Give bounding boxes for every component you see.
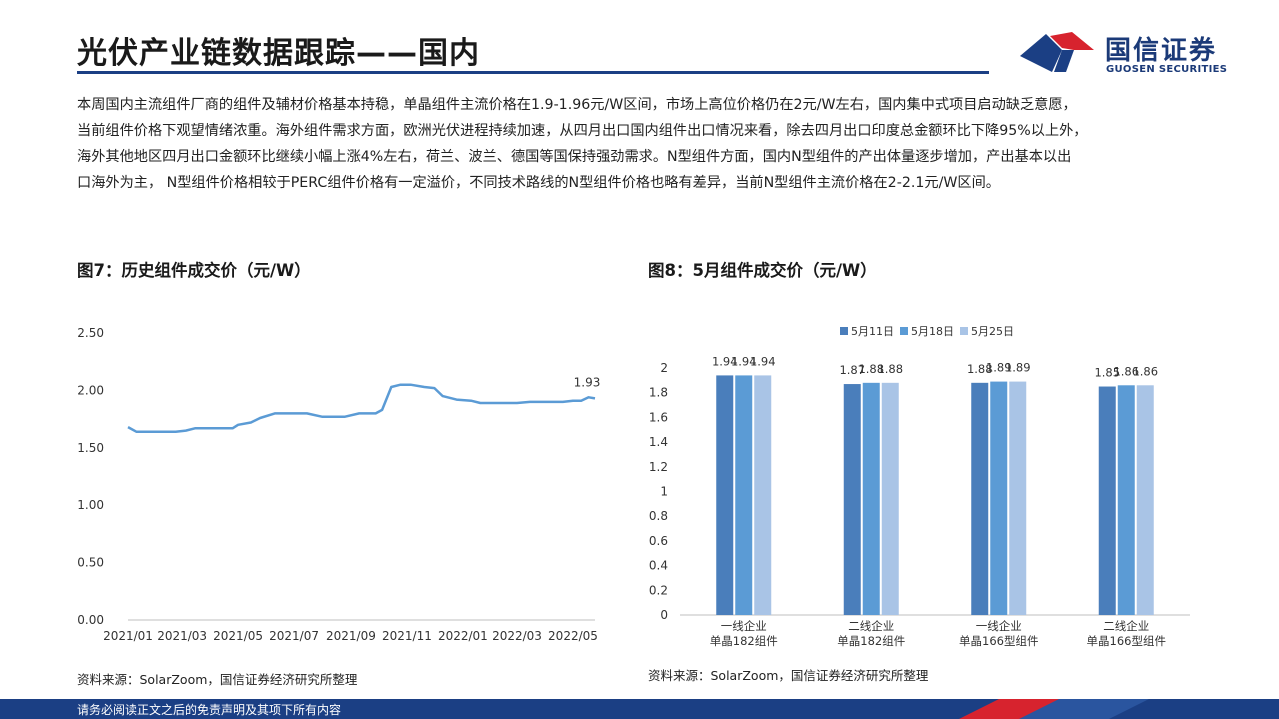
figure7-source: 资料来源：SolarZoom，国信证券经济研究所整理 <box>77 672 358 687</box>
y-tick-label: 1 <box>660 485 668 499</box>
figure7-title: 图7：历史组件成交价（元/W） <box>77 261 311 280</box>
summary-line: 海外其他地区四月出口金额环比继续小幅上涨4%左右，荷兰、波兰、德国等国保持强劲需… <box>77 149 1072 165</box>
y-tick-label: 0.00 <box>77 613 104 627</box>
bar-value-label: 1.88 <box>858 362 884 376</box>
summary-line: 口海外为主， N型组件价格相较于PERC组件价格有一定溢价，不同技术路线的N型组… <box>77 175 1000 191</box>
x-category-label-line1: 二线企业 <box>1103 619 1149 633</box>
x-tick-label: 2022/03 <box>492 629 542 643</box>
page-footer: 请务必阅读正文之后的免责声明及其项下所有内容 <box>0 699 1279 719</box>
x-tick-label: 2022/05 <box>548 629 598 643</box>
bar <box>754 375 772 615</box>
y-tick-label: 1.00 <box>77 498 104 512</box>
y-tick-label: 1.50 <box>77 441 104 455</box>
x-category-label-line2: 单晶182组件 <box>837 634 905 648</box>
y-tick-label: 0.8 <box>649 509 668 523</box>
bar-chart-svg: 0 0.2 0.4 0.6 0.8 1 1.2 1.4 1.6 1.8 2 5月11日 5月18日 5月2… <box>649 325 1190 648</box>
x-tick-label: 2021/07 <box>269 629 319 643</box>
x-tick-label: 2021/03 <box>157 629 207 643</box>
y-tick-label: 0.4 <box>649 559 668 573</box>
logo-name-en: GUOSEN SECURITIES <box>1106 64 1228 75</box>
y-tick-label: 2.00 <box>77 383 104 397</box>
bar <box>971 382 989 615</box>
title-underline <box>77 71 989 74</box>
figure8-source: 资料来源：SolarZoom，国信证券经济研究所整理 <box>648 668 929 683</box>
bar <box>1009 381 1027 615</box>
bar-value-label: 1.89 <box>1005 361 1031 375</box>
footer-disclaimer: 请务必阅读正文之后的免责声明及其项下所有内容 <box>77 703 342 717</box>
y-tick-label: 2 <box>660 361 668 375</box>
page-title: 光伏产业链数据跟踪——国内 <box>77 36 480 71</box>
guosen-logo: 国信证券 GUOSEN SECURITIES <box>1016 28 1246 78</box>
x-tick-label: 2021/01 <box>103 629 153 643</box>
bar-value-label: 1.94 <box>731 354 757 368</box>
summary-paragraph: 本周国内主流组件厂商的组件及辅材价格基本持稳，单晶组件主流价格在1.9-1.96… <box>77 92 1207 196</box>
summary-line: 本周国内主流组件厂商的组件及辅材价格基本持稳，单晶组件主流价格在1.9-1.96… <box>77 97 1077 113</box>
x-category-label-line2: 单晶166型组件 <box>1087 634 1166 648</box>
y-tick-label: 1.4 <box>649 435 668 449</box>
bar-value-label: 1.86 <box>1132 364 1158 378</box>
bar <box>881 382 899 615</box>
x-category-label-line1: 一线企业 <box>721 619 767 633</box>
summary-line: 当前组件价格下观望情绪浓重。海外组件需求方面，欧洲光伏进程持续加速，从四月出口国… <box>77 123 1088 139</box>
bar-value-label: 1.85 <box>1094 366 1120 380</box>
legend-label: 5月11日 <box>851 325 894 338</box>
y-tick-label: 0.50 <box>77 556 104 570</box>
data-label-latest: 1.93 <box>574 375 601 389</box>
bar <box>1136 385 1154 615</box>
bar <box>1117 385 1135 615</box>
figure7-line-chart: 0.00 0.50 1.00 1.50 2.00 2.50 2021/01 2021/03 20… <box>70 315 610 645</box>
bar-value-label: 1.94 <box>712 354 738 368</box>
y-tick-label: 0.6 <box>649 534 668 548</box>
y-tick-label: 2.50 <box>77 326 104 340</box>
x-tick-label: 2021/05 <box>213 629 263 643</box>
figure8-title: 图8：5月组件成交价（元/W） <box>648 261 877 280</box>
bar <box>735 375 753 615</box>
x-category-label-line2: 单晶182组件 <box>710 634 778 648</box>
bar <box>716 375 734 615</box>
y-tick-label: 0.2 <box>649 583 668 597</box>
logo-name-cn: 国信证券 <box>1105 36 1218 66</box>
bar-value-label: 1.88 <box>967 362 993 376</box>
x-tick-label: 2022/01 <box>438 629 488 643</box>
line-chart-svg: 0.00 0.50 1.00 1.50 2.00 2.50 2021/01 2021/03 20… <box>77 326 601 643</box>
y-tick-label: 1.6 <box>649 410 668 424</box>
bar <box>990 381 1008 615</box>
bar-value-label: 1.89 <box>986 361 1012 375</box>
y-tick-label: 0 <box>660 608 668 622</box>
price-series-line <box>127 383 596 433</box>
bar-value-label: 1.88 <box>877 362 903 376</box>
legend-label: 5月18日 <box>911 325 954 338</box>
guosen-logo-mark-icon <box>1020 32 1094 72</box>
x-category-label-line2: 单晶166型组件 <box>959 634 1038 648</box>
bar-value-label: 1.94 <box>750 354 776 368</box>
legend-swatch <box>900 327 908 335</box>
bar-value-label: 1.87 <box>839 363 865 377</box>
x-category-label-line1: 二线企业 <box>848 619 894 633</box>
legend-label: 5月25日 <box>971 325 1014 338</box>
x-tick-label: 2021/09 <box>326 629 376 643</box>
y-tick-label: 1.2 <box>649 460 668 474</box>
legend-swatch <box>840 327 848 335</box>
y-tick-label: 1.8 <box>649 386 668 400</box>
bar <box>1098 386 1116 615</box>
bar <box>862 382 880 615</box>
x-tick-label: 2021/11 <box>382 629 432 643</box>
legend-swatch <box>960 327 968 335</box>
footer-decoration-icon <box>959 699 1279 719</box>
bar <box>843 384 861 615</box>
bar-value-label: 1.86 <box>1113 364 1139 378</box>
figure8-bar-chart: 0 0.2 0.4 0.6 0.8 1 1.2 1.4 1.6 1.8 2 5月11日 5月18日 5月2… <box>640 315 1200 660</box>
x-category-label-line1: 一线企业 <box>976 619 1022 633</box>
